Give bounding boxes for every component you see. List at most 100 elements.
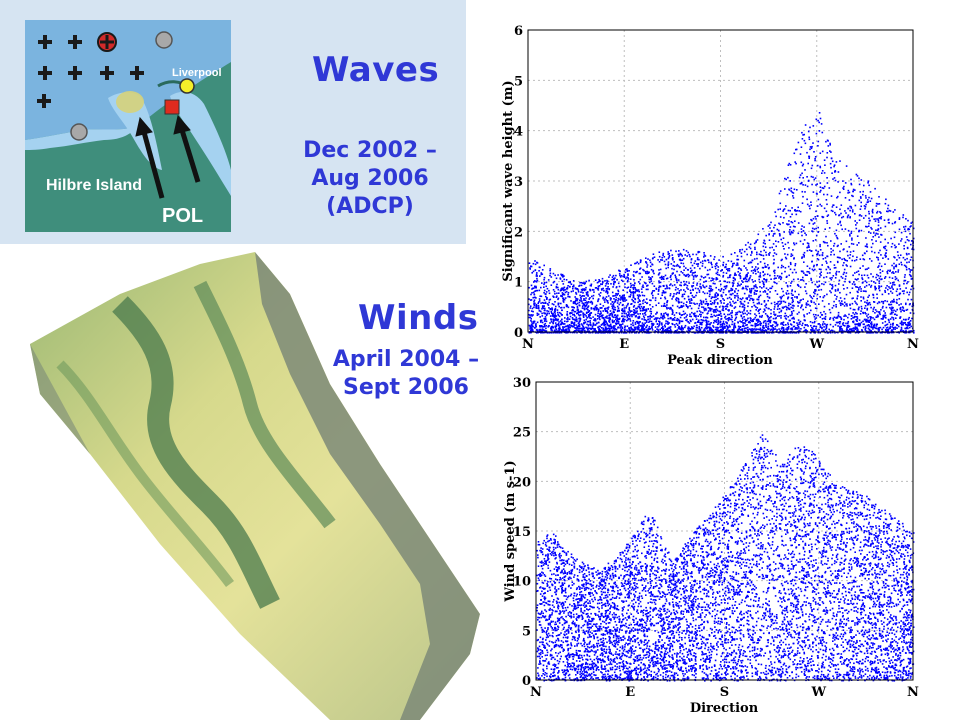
waves-data-point: [697, 307, 700, 310]
waves-data-point: [816, 329, 819, 331]
waves-data-point: [607, 286, 609, 288]
waves-data-point: [557, 314, 560, 317]
waves-data-point: [541, 326, 544, 328]
waves-data-point: [750, 332, 753, 334]
waves-data-point: [866, 274, 869, 277]
waves-data-point: [624, 325, 627, 328]
waves-data-point: [727, 326, 730, 328]
waves-data-point: [883, 246, 886, 248]
waves-data-point: [795, 210, 797, 212]
waves-data-point: [848, 199, 851, 201]
waves-data-point: [866, 307, 869, 310]
waves-data-point: [583, 319, 586, 322]
waves-data-point: [859, 267, 861, 269]
waves-data-point: [703, 309, 706, 312]
waves-data-point: [590, 285, 592, 287]
waves-data-point: [845, 322, 847, 325]
waves-data-point: [689, 302, 691, 304]
waves-data-point: [772, 324, 774, 326]
waves-data-point: [780, 266, 783, 269]
waves-data-point: [692, 275, 695, 278]
waves-data-point: [758, 302, 760, 305]
waves-data-point: [606, 288, 609, 290]
waves-data-point: [801, 257, 803, 259]
waves-data-point: [887, 328, 890, 330]
waves-data-point: [628, 315, 631, 318]
waves-data-point: [714, 294, 716, 297]
waves-data-point: [680, 305, 683, 307]
waves-data-point: [746, 269, 748, 271]
waves-data-point: [807, 300, 809, 303]
waves-data-point: [768, 254, 770, 256]
waves-data-point: [899, 288, 902, 290]
waves-data-point: [747, 279, 750, 281]
waves-data-point: [882, 316, 885, 318]
waves-data-point: [634, 262, 636, 265]
waves-data-point: [597, 321, 600, 324]
waves-data-point: [826, 330, 828, 333]
waves-data-point: [603, 299, 605, 301]
waves-data-point: [632, 296, 635, 299]
waves-data-point: [588, 279, 590, 282]
waves-data-point: [548, 289, 550, 292]
waves-data-point: [572, 314, 574, 316]
waves-data-point: [579, 320, 581, 323]
waves-data-point: [598, 279, 600, 281]
waves-data-point: [799, 330, 802, 333]
waves-data-point: [850, 207, 853, 209]
waves-data-point: [811, 326, 813, 329]
waves-data-point: [870, 260, 873, 262]
waves-data-point: [552, 272, 555, 275]
waves-data-point: [836, 196, 838, 199]
waves-data-point: [908, 330, 910, 333]
waves-data-point: [635, 311, 637, 313]
waves-data-point: [893, 298, 895, 301]
waves-data-point: [668, 322, 670, 324]
waves-data-point: [893, 309, 895, 312]
waves-data-point: [529, 305, 532, 307]
waves-data-point: [560, 288, 562, 290]
waves-data-point: [555, 330, 557, 332]
waves-data-point: [752, 328, 755, 331]
waves-data-point: [814, 283, 817, 286]
waves-data-point: [604, 316, 607, 319]
waves-data-point: [722, 271, 725, 274]
waves-data-point: [694, 312, 696, 315]
waves-data-point: [618, 303, 621, 306]
waves-data-point: [836, 321, 839, 324]
waves-data-point: [892, 326, 895, 329]
waves-data-point: [892, 324, 894, 326]
waves-data-point: [750, 254, 752, 256]
waves-data-point: [892, 318, 895, 321]
waves-data-point: [865, 284, 868, 287]
waves-data-point: [558, 311, 561, 314]
waves-data-point: [663, 276, 665, 278]
waves-data-point: [846, 250, 849, 253]
waves-data-point: [804, 319, 806, 322]
waves-data-point: [910, 222, 912, 224]
waves-data-point: [835, 317, 837, 319]
waves-data-point: [587, 306, 589, 308]
waves-data-point: [562, 287, 564, 289]
waves-data-point: [731, 282, 734, 284]
waves-data-point: [900, 303, 902, 305]
waves-data-point: [557, 313, 559, 316]
waves-data-point: [725, 285, 728, 287]
waves-data-point: [891, 285, 893, 287]
waves-data-point: [803, 139, 806, 142]
waves-data-point: [742, 322, 744, 324]
waves-data-point: [701, 262, 704, 265]
waves-data-point: [697, 315, 699, 317]
waves-data-point: [773, 274, 776, 277]
waves-data-point: [810, 250, 813, 252]
waves-data-point: [690, 298, 692, 300]
waves-data-point: [898, 298, 901, 300]
waves-data-point: [852, 321, 855, 324]
waves-data-point: [811, 219, 813, 222]
waves-data-point: [649, 278, 651, 281]
waves-data-point: [561, 295, 563, 298]
waves-data-point: [866, 304, 869, 306]
waves-data-point: [532, 322, 535, 324]
waves-data-point: [775, 321, 778, 324]
waves-data-point: [531, 288, 533, 290]
